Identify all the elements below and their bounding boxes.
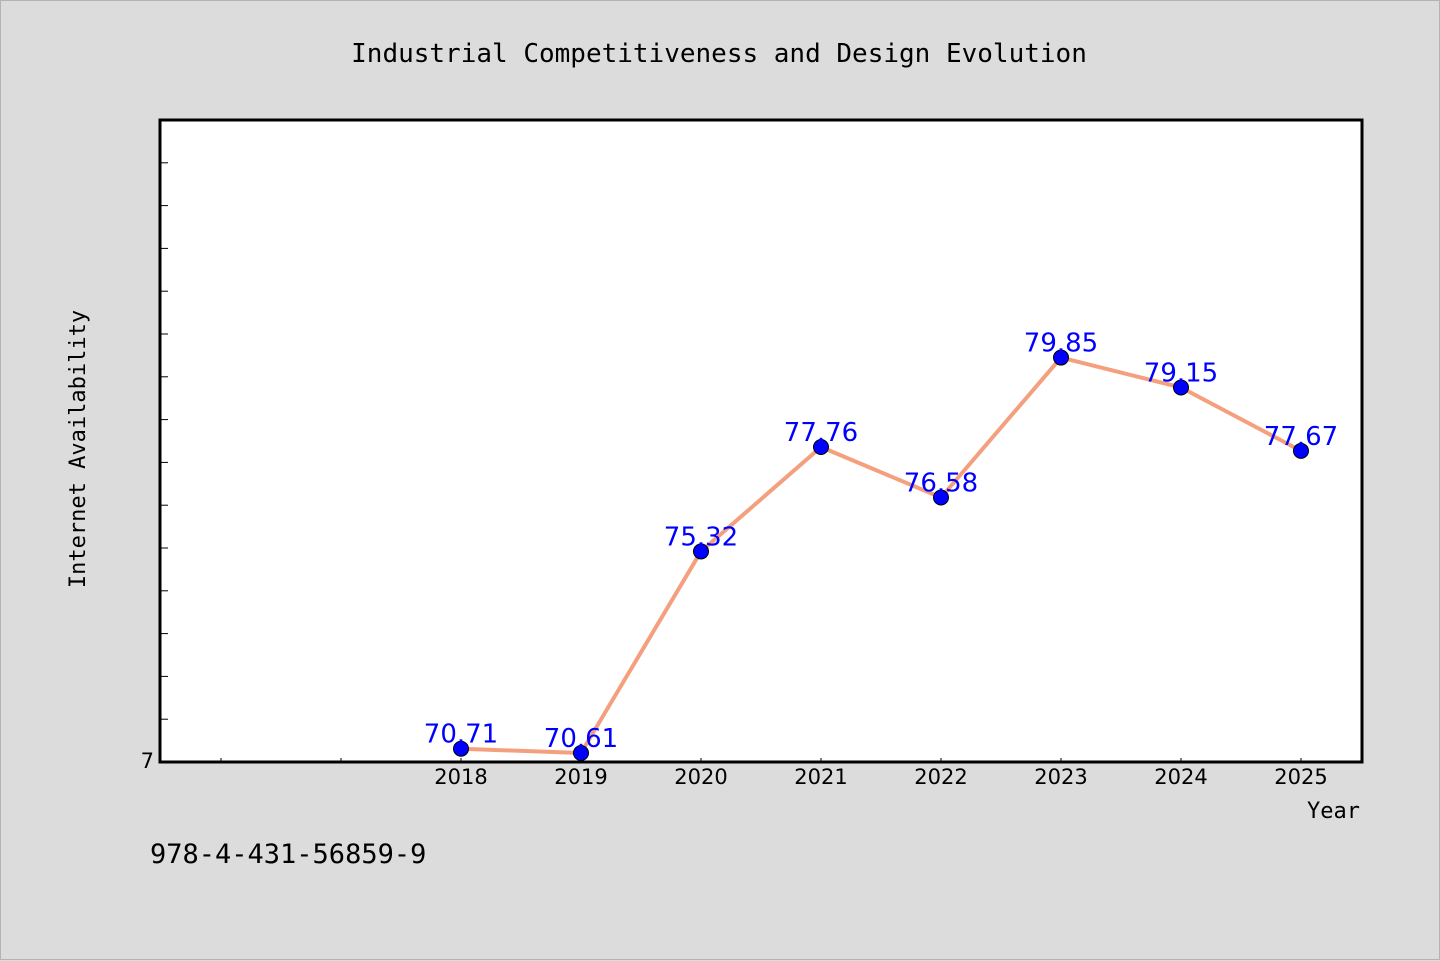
data-value-label: 77.67 [1264, 422, 1338, 452]
x-tick-label: 2018 [434, 765, 487, 789]
plot-area [158, 118, 1364, 764]
data-point-marker [1173, 379, 1189, 396]
data-value-label: 79.85 [1024, 329, 1098, 359]
x-tick-label: 2023 [1034, 765, 1087, 789]
x-tick-label: 2021 [794, 765, 847, 789]
data-point-marker [813, 438, 829, 455]
x-tick-label: 2019 [554, 765, 607, 789]
data-value-label: 77.76 [784, 418, 858, 448]
footer-code: 978-4-431-56859-9 [150, 839, 426, 870]
series-markers [453, 349, 1309, 762]
x-tick-label: 2020 [674, 765, 727, 789]
data-point-marker [693, 543, 709, 560]
x-tick-labels: 2018 2019 2020 2021 2022 2023 2024 2025 [434, 765, 1327, 789]
data-point-marker [453, 740, 469, 757]
series-line [460, 355, 1302, 756]
y-axis-label: Internet Availability [66, 310, 91, 588]
series-line-group [460, 355, 1302, 756]
chart-title: Industrial Competitiveness and Design Ev… [351, 39, 1087, 69]
x-tick-label: 2024 [1154, 765, 1207, 789]
data-value-label: 70.71 [424, 720, 498, 750]
data-point-marker [933, 489, 949, 506]
x-tick-label: 2025 [1274, 765, 1327, 789]
data-point-marker [1293, 442, 1309, 459]
data-value-label: 70.61 [544, 724, 618, 754]
data-value-label: 76.58 [904, 468, 978, 498]
data-point-marker [1053, 349, 1069, 366]
y-tick-label: 7 [141, 749, 154, 773]
data-value-label: 79.15 [1144, 359, 1218, 389]
data-labels: 70.71 70.61 75.32 77.76 76.58 79.85 79.15 77.67 [424, 329, 1338, 754]
y-axis-ticks [160, 162, 168, 720]
data-point-marker [573, 745, 589, 762]
data-value-label: 75.32 [664, 522, 738, 552]
x-axis-label: Year [1307, 799, 1360, 824]
x-tick-label: 2022 [914, 765, 967, 789]
